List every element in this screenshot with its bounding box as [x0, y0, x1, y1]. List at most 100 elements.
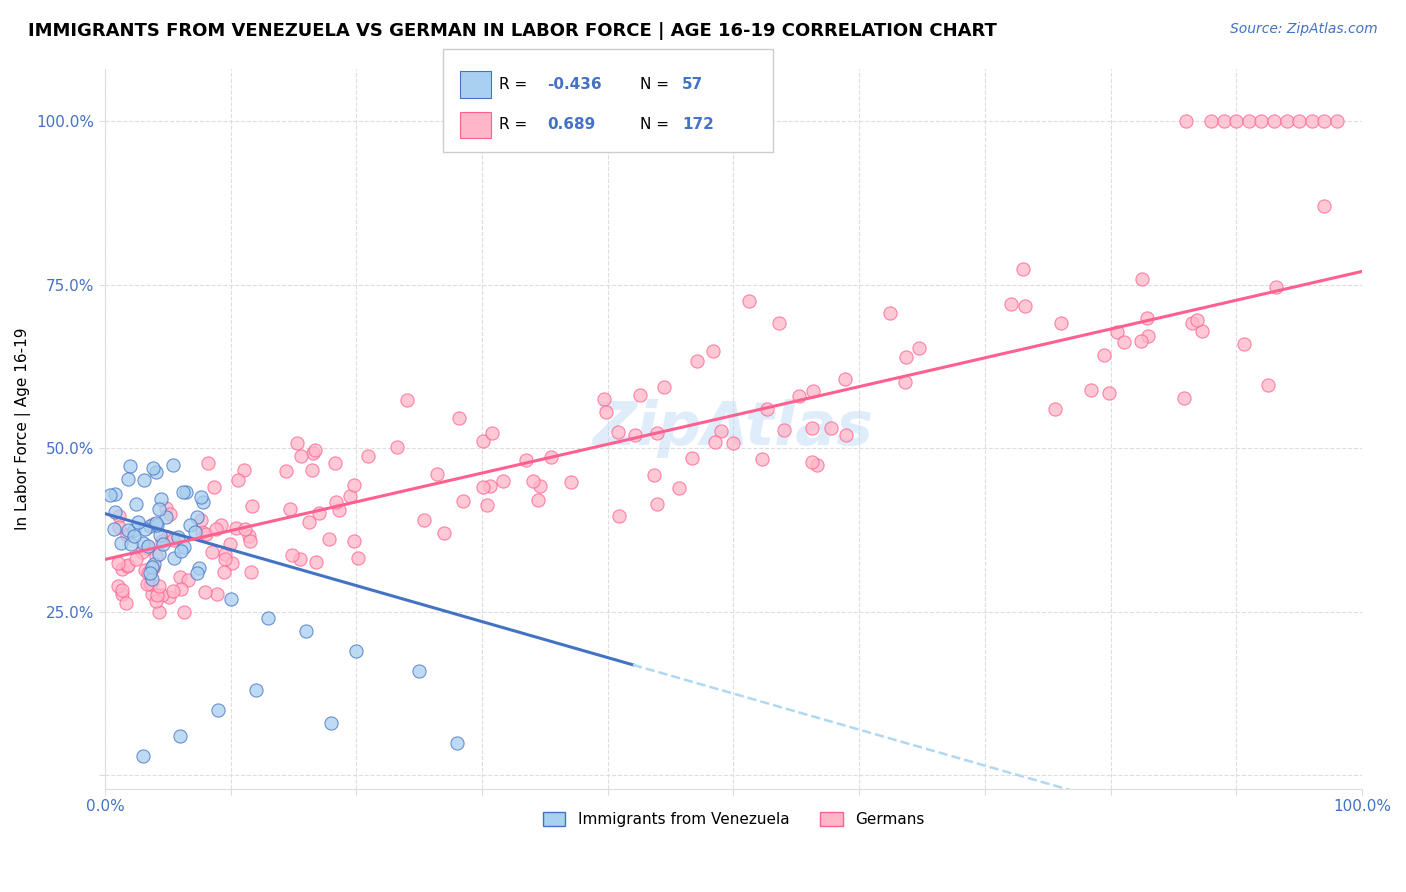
Point: [475, 499, 498, 513]
Point: [127, 515, 149, 529]
Point: [122, 529, 145, 543]
Point: [195, 527, 218, 541]
Point: [240, 499, 263, 513]
Point: [240, 565, 263, 579]
Point: [238, 528, 260, 542]
Point: [107, 520, 129, 534]
Point: [800, 420, 823, 434]
Point: [228, 473, 250, 487]
Point: [190, 513, 212, 527]
Text: 172: 172: [682, 118, 714, 132]
Point: [174, 484, 197, 499]
Text: 0.689: 0.689: [547, 118, 595, 132]
Point: [148, 579, 170, 593]
Point: [155, 500, 177, 515]
Point: [1313, 114, 1336, 128]
Point: [169, 729, 191, 743]
Point: [298, 515, 321, 529]
Point: [607, 508, 630, 523]
Point: [835, 428, 858, 442]
Point: [1137, 328, 1160, 343]
Point: [169, 570, 191, 584]
Point: [111, 587, 134, 601]
Point: [1191, 324, 1213, 338]
Point: [134, 564, 156, 578]
Point: [820, 421, 842, 435]
Point: [527, 492, 550, 507]
Point: [285, 435, 308, 450]
Y-axis label: In Labor Force | Age 16-19: In Labor Force | Age 16-19: [15, 327, 31, 530]
Point: [346, 551, 368, 566]
Point: [239, 533, 262, 548]
Text: Source: ZipAtlas.com: Source: ZipAtlas.com: [1230, 22, 1378, 37]
Point: [800, 455, 823, 469]
Point: [104, 505, 127, 519]
Text: R =: R =: [499, 78, 527, 92]
Point: [1043, 401, 1066, 416]
Point: [645, 497, 668, 511]
Point: [125, 551, 148, 566]
Point: [1000, 297, 1022, 311]
Point: [1175, 114, 1198, 128]
Point: [1097, 385, 1119, 400]
Point: [339, 489, 361, 503]
Point: [893, 376, 915, 390]
Point: [108, 508, 131, 523]
Point: [1326, 114, 1348, 128]
Point: [179, 517, 201, 532]
Point: [142, 516, 165, 531]
Point: [522, 474, 544, 488]
Point: [111, 562, 134, 576]
Point: [139, 518, 162, 533]
Text: R =: R =: [499, 118, 527, 132]
Point: [288, 551, 311, 566]
Point: [110, 535, 132, 549]
Point: [295, 624, 318, 639]
Point: [209, 517, 232, 532]
Point: [302, 446, 325, 460]
Point: [221, 557, 243, 571]
Point: [643, 468, 665, 483]
Point: [471, 480, 494, 494]
Point: [328, 502, 350, 516]
Point: [141, 587, 163, 601]
Point: [145, 588, 167, 602]
Point: [141, 560, 163, 574]
Text: ZipAtlas: ZipAtlas: [593, 399, 875, 458]
Point: [136, 541, 159, 556]
Point: [396, 392, 419, 407]
Point: [1173, 391, 1195, 405]
Legend: Immigrants from Venezuela, Germans: Immigrants from Venezuela, Germans: [534, 805, 932, 835]
Point: [170, 582, 193, 596]
Point: [274, 464, 297, 478]
Point: [233, 522, 256, 536]
Point: [214, 565, 236, 579]
Point: [162, 584, 184, 599]
Point: [751, 451, 773, 466]
Point: [654, 379, 676, 393]
Point: [1129, 334, 1152, 348]
Point: [1233, 337, 1256, 351]
Point: [1250, 114, 1272, 128]
Point: [141, 560, 163, 574]
Point: [772, 423, 794, 437]
Point: [593, 392, 616, 407]
Point: [1212, 114, 1234, 128]
Point: [141, 560, 163, 574]
Point: [702, 344, 724, 359]
Point: [167, 531, 190, 545]
Point: [1265, 279, 1288, 293]
Text: IMMIGRANTS FROM VENEZUELA VS GERMAN IN LABOR FORCE | AGE 16-19 CORRELATION CHART: IMMIGRANTS FROM VENEZUELA VS GERMAN IN L…: [28, 22, 997, 40]
Point: [132, 535, 155, 549]
Point: [111, 582, 134, 597]
Point: [152, 534, 174, 549]
Point: [190, 490, 212, 504]
Point: [202, 480, 225, 494]
Text: -0.436: -0.436: [547, 78, 602, 92]
Point: [186, 566, 208, 580]
Point: [136, 539, 159, 553]
Point: [173, 540, 195, 554]
Point: [173, 605, 195, 619]
Point: [606, 425, 628, 440]
Point: [433, 525, 456, 540]
